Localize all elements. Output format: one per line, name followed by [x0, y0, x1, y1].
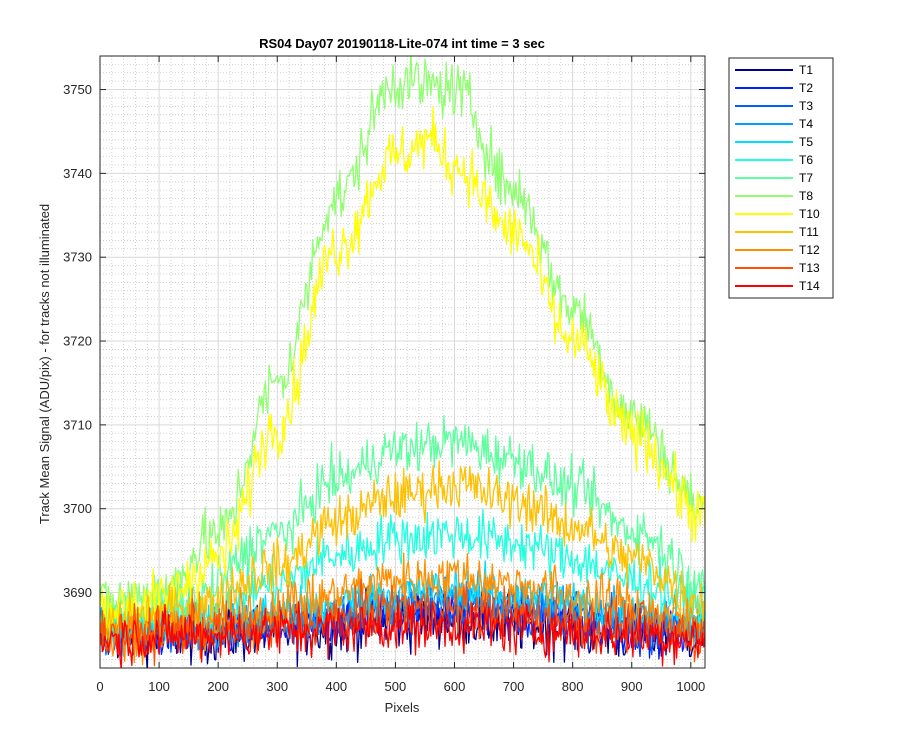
plot-frame — [99, 55, 706, 669]
legend-label: T6 — [799, 153, 813, 167]
legend-label: T14 — [799, 279, 820, 293]
chart-title: RS04 Day07 20190118-Lite-074 int time = … — [259, 36, 545, 51]
grid — [99, 55, 705, 669]
y-tick-label: 3750 — [63, 82, 92, 97]
series-line-t11 — [100, 460, 705, 646]
x-tick-label: 100 — [148, 679, 170, 694]
y-tick-label: 3690 — [63, 585, 92, 600]
y-tick-label: 3730 — [63, 250, 92, 265]
legend-label: T1 — [799, 63, 813, 77]
y-tick-label: 3720 — [63, 334, 92, 349]
x-tick-label: 700 — [503, 679, 525, 694]
x-tick-label: 600 — [444, 679, 466, 694]
y-axis-label: Track Mean Signal (ADU/pix) - for tracks… — [37, 204, 52, 524]
legend-label: T12 — [799, 243, 820, 257]
legend-label: T7 — [799, 171, 813, 185]
x-axis-label: Pixels — [385, 700, 420, 715]
legend-label: T11 — [799, 225, 819, 239]
legend: T1 T2 T3 T4 T5 T6 T7 T8 T10 T11 T12 T13 T14 — [728, 57, 834, 299]
x-tick-label: 0 — [96, 679, 103, 694]
x-tick-label: 1000 — [676, 679, 705, 694]
series-line-t8 — [100, 56, 705, 626]
y-tick-label: 3740 — [63, 166, 92, 181]
legend-label: T8 — [799, 189, 813, 203]
series-line-t10 — [100, 105, 705, 650]
axis-ticks: 0 100 200 300 400 500 600 700 800 900 1000 3690 3700… — [63, 56, 705, 694]
legend-label: T5 — [799, 135, 813, 149]
legend-label: T4 — [799, 117, 813, 131]
x-tick-label: 300 — [266, 679, 288, 694]
series-lines — [100, 56, 705, 668]
legend-label: T2 — [799, 81, 813, 95]
x-tick-label: 900 — [621, 679, 643, 694]
legend-label: T3 — [799, 99, 813, 113]
y-tick-label: 3700 — [63, 501, 92, 516]
series-line-t14 — [100, 595, 705, 668]
legend-label: T13 — [799, 261, 820, 275]
legend-label: T10 — [799, 207, 820, 221]
x-tick-label: 200 — [207, 679, 229, 694]
x-tick-label: 500 — [385, 679, 407, 694]
x-tick-label: 800 — [562, 679, 584, 694]
x-tick-label: 400 — [325, 679, 347, 694]
y-tick-label: 3710 — [63, 417, 92, 432]
